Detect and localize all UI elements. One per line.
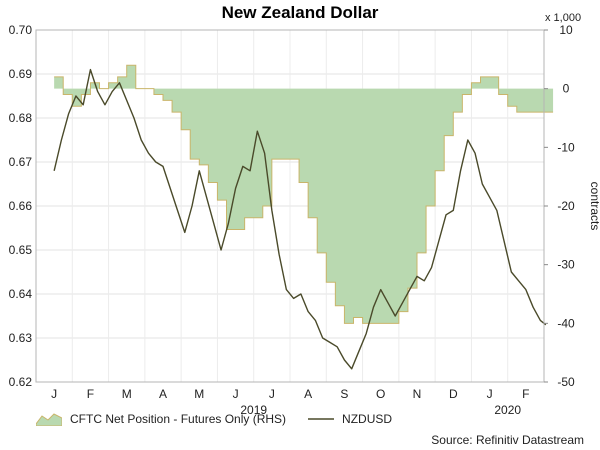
- x-tick-label-4: M: [194, 387, 204, 401]
- x-tick-label-9: O: [376, 387, 385, 401]
- left-tick-label-2: 0.64: [9, 287, 33, 301]
- right-tick-label-2: -30: [557, 258, 575, 272]
- nzdusd-line: [53, 68, 547, 370]
- nzdusd-line-layer: [53, 68, 547, 370]
- x-tick-label-12: J: [487, 387, 493, 401]
- right-axis-label: contracts: [588, 182, 600, 231]
- x-tick-label-5: J: [233, 387, 239, 401]
- right-tick-label-6: 10: [559, 23, 573, 37]
- right-tick-label-3: -20: [557, 199, 575, 213]
- left-tick-label-3: 0.65: [9, 243, 33, 257]
- source-note: Source: Refinitiv Datastream: [431, 433, 584, 447]
- legend-label-nzdusd: NZDUSD: [342, 412, 393, 426]
- left-tick-label-7: 0.69: [9, 67, 33, 81]
- right-tick-label-1: -40: [557, 316, 575, 330]
- right-axis-unit: x 1,000: [545, 12, 581, 24]
- legend-line-swatch: [308, 418, 335, 420]
- left-tick-label-4: 0.66: [9, 199, 33, 213]
- cftc-area-fill: [54, 65, 554, 324]
- left-tick-label-8: 0.70: [9, 23, 33, 37]
- cftc-area-edge: [54, 64, 554, 324]
- left-tick-label-6: 0.68: [9, 111, 33, 125]
- left-tick-label-5: 0.67: [9, 155, 33, 169]
- right-tick-label-4: -10: [557, 140, 575, 154]
- legend: CFTC Net Position - Futures Only (RHS) N…: [36, 412, 392, 426]
- x-tick-label-2: M: [122, 387, 132, 401]
- x-tick-label-0: J: [51, 387, 57, 401]
- x-tick-label-7: A: [304, 387, 312, 401]
- x-tick-label-1: F: [87, 387, 94, 401]
- left-tick-label-0: 0.62: [9, 375, 33, 389]
- x-tick-label-6: J: [269, 387, 275, 401]
- right-tick-label-0: -50: [557, 375, 575, 389]
- year-label-1: 2020: [494, 403, 521, 417]
- x-tick-label-13: F: [522, 387, 529, 401]
- left-axis-ticks: 0.62 0.63 0.64 0.65 0.66 0.67 0.68 0.69 0.70: [9, 23, 33, 389]
- legend-area-swatch: [36, 413, 62, 426]
- year-label-0: 2019: [240, 403, 267, 417]
- right-tick-label-5: 0: [563, 82, 570, 96]
- left-tick-label-1: 0.63: [9, 331, 33, 345]
- x-tick-label-3: A: [159, 387, 167, 401]
- x-tick-label-8: S: [340, 387, 348, 401]
- cftc-area-layer: [54, 64, 554, 324]
- chart-title: New Zealand Dollar: [222, 3, 379, 22]
- x-axis-ticks: J F M A M J J A S O N D J F 2019 2020: [51, 387, 529, 417]
- right-axis-ticks: -50 -40 -30 -20 -10 0 10: [544, 23, 575, 389]
- x-tick-label-10: N: [413, 387, 422, 401]
- legend-label-cftc: CFTC Net Position - Futures Only (RHS): [70, 412, 287, 426]
- x-tick-label-11: D: [449, 387, 458, 401]
